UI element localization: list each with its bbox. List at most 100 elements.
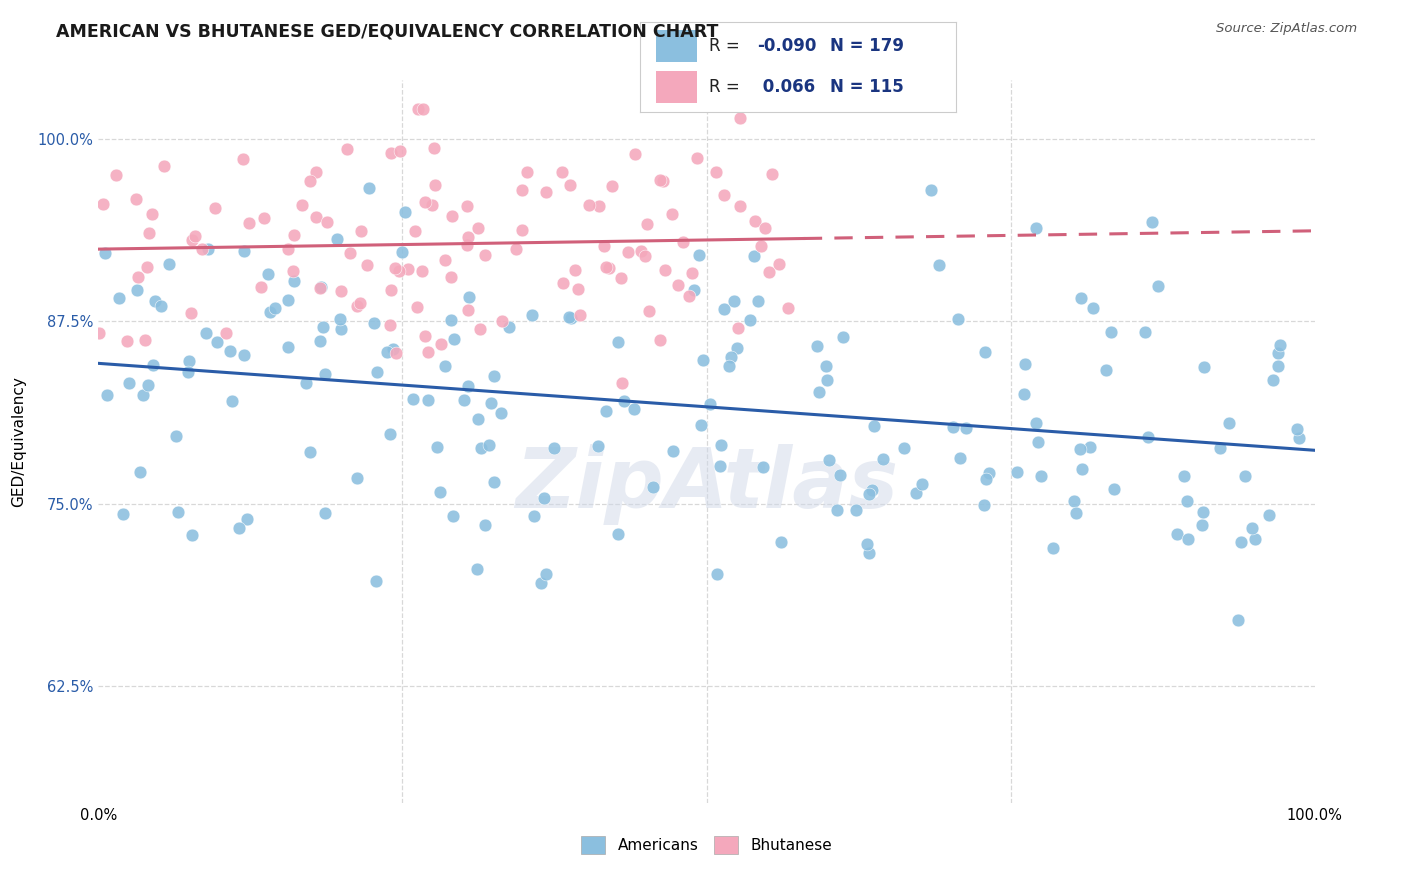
Point (720, 350, 742, 364)
Text: 0.066: 0.066 (756, 78, 815, 96)
Point (283, 227, 305, 242)
Point (96, 387, 118, 401)
Point (314, 506, 336, 520)
Point (112, 508, 135, 522)
Point (394, 204, 416, 219)
Point (586, 439, 609, 453)
Point (1137, 430, 1160, 444)
Point (911, 477, 934, 491)
Point (904, 486, 927, 500)
Point (218, 344, 240, 359)
Point (749, 239, 772, 253)
Point (1267, 359, 1289, 373)
Point (1166, 527, 1188, 541)
Point (718, 359, 741, 373)
Point (948, 450, 970, 465)
Point (129, 466, 152, 480)
Point (1288, 431, 1310, 445)
Point (636, 217, 658, 231)
Point (1104, 482, 1126, 496)
Text: R =: R = (710, 78, 745, 96)
Point (316, 214, 339, 228)
Point (430, 337, 453, 351)
Point (364, 574, 387, 589)
Point (845, 503, 868, 517)
Point (1226, 613, 1249, 627)
Point (263, 301, 285, 315)
Point (654, 263, 676, 277)
Point (650, 173, 672, 187)
Point (141, 207, 163, 221)
Point (1234, 469, 1257, 483)
Point (510, 183, 533, 197)
Point (758, 265, 780, 279)
Point (1175, 493, 1198, 508)
Point (423, 141, 446, 155)
Point (974, 471, 997, 485)
Point (1270, 337, 1292, 351)
Point (578, 198, 600, 212)
Point (125, 283, 148, 297)
Point (339, 246, 361, 260)
Point (181, 527, 204, 541)
Point (613, 394, 636, 409)
Point (197, 242, 219, 256)
Point (1243, 532, 1265, 546)
Point (363, 316, 385, 330)
Point (389, 145, 412, 159)
Point (637, 303, 659, 318)
Point (283, 274, 305, 288)
Point (402, 392, 425, 407)
Point (610, 376, 633, 390)
Point (378, 426, 401, 441)
Point (661, 207, 683, 221)
Point (522, 308, 544, 322)
Point (457, 379, 479, 393)
Point (728, 112, 751, 126)
Point (1208, 441, 1230, 455)
Point (470, 322, 492, 336)
Point (457, 303, 479, 318)
Point (136, 260, 159, 275)
Point (336, 143, 359, 157)
Point (807, 384, 830, 399)
Point (1083, 301, 1105, 316)
Point (134, 334, 156, 348)
Point (257, 267, 280, 281)
Point (491, 313, 513, 327)
Point (862, 419, 884, 434)
Point (942, 420, 965, 434)
Point (564, 263, 586, 277)
Point (778, 301, 800, 315)
Point (558, 310, 581, 324)
Point (598, 261, 620, 276)
Point (457, 230, 479, 244)
Point (688, 248, 710, 262)
Point (377, 344, 399, 359)
Point (314, 367, 336, 381)
Point (204, 201, 226, 215)
Point (425, 178, 447, 193)
Point (93, 197, 115, 211)
Point (115, 334, 138, 348)
Point (1095, 363, 1118, 377)
Point (661, 443, 683, 458)
Point (380, 146, 402, 161)
Point (470, 441, 492, 455)
Point (1069, 442, 1091, 456)
Point (974, 344, 997, 359)
Point (143, 293, 166, 308)
Point (138, 226, 160, 240)
Point (406, 103, 429, 117)
Point (1261, 373, 1284, 387)
Point (467, 411, 489, 425)
Point (814, 359, 837, 373)
Point (689, 418, 711, 433)
Point (250, 280, 273, 294)
Point (150, 300, 173, 314)
Point (1026, 435, 1049, 450)
Point (456, 199, 478, 213)
Point (634, 249, 657, 263)
Point (593, 239, 616, 253)
Point (295, 376, 318, 390)
